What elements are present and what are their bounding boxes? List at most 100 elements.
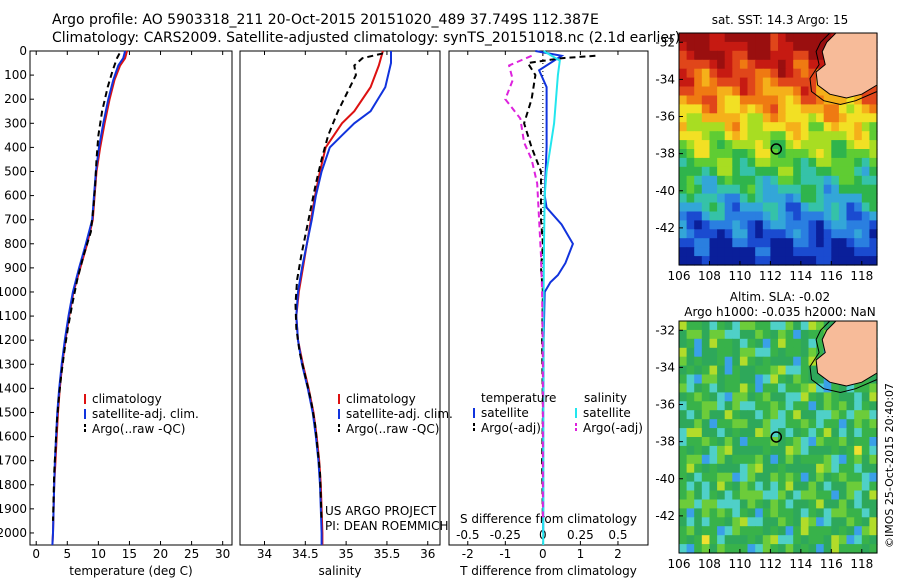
depth-tick-label: 1600 (0, 430, 27, 444)
map-cell (701, 383, 710, 393)
depth-tick-label: 1700 (0, 454, 27, 468)
map-cell (717, 535, 726, 545)
map-cell (808, 508, 817, 518)
map-cell (808, 499, 817, 509)
map-cell (846, 383, 855, 393)
map-cell (846, 463, 855, 474)
map-cell (755, 321, 764, 331)
sal-x-tick-label: 34.5 (292, 547, 319, 561)
map-cell (709, 157, 718, 168)
map-cell (709, 86, 718, 96)
map-cell (724, 220, 733, 230)
map-cell (800, 104, 809, 114)
map-cell (778, 472, 787, 483)
depth-tick-label: 1500 (0, 405, 27, 419)
map-cell (686, 50, 695, 61)
map-cell (785, 95, 794, 105)
map-cell (831, 490, 840, 500)
map-cell (778, 95, 787, 105)
map-cell (739, 140, 749, 150)
map-cell (770, 193, 779, 204)
map-cell (778, 256, 787, 266)
map-x-tick-label: 110 (728, 557, 751, 571)
sal-x-tick-label: 34 (257, 547, 272, 561)
map-cell (747, 490, 756, 500)
map-cell (770, 166, 779, 177)
depth-tick-label: 2000 (0, 526, 27, 540)
map-cell (755, 508, 764, 518)
map-cell (816, 499, 825, 509)
map-cell (800, 428, 809, 438)
map-cell (854, 437, 863, 447)
map-cell (785, 193, 794, 204)
diff-x-tick-label: 0 (539, 547, 547, 561)
map-x-tick-label: 114 (789, 557, 812, 571)
map-cell (724, 86, 733, 96)
map-cell (724, 140, 733, 150)
map-cell (800, 481, 809, 492)
map-cell (770, 445, 779, 456)
map-cell (739, 517, 749, 527)
map-cell (686, 140, 695, 150)
map-cell (785, 59, 794, 70)
map-cell (793, 175, 802, 186)
map-cell (778, 356, 787, 367)
map-cell (762, 175, 771, 186)
map-cell (701, 445, 710, 456)
map-cell (679, 321, 688, 331)
map-cell (755, 95, 764, 105)
map-cell (800, 256, 809, 266)
map-cell (701, 517, 710, 527)
map-cell (854, 401, 863, 411)
map-cell (747, 41, 756, 52)
map-cell (762, 508, 771, 518)
map-cell (717, 229, 726, 239)
map-cell (747, 77, 756, 88)
panel-frame-temperature (29, 50, 233, 546)
depth-tick-label: 1200 (0, 333, 27, 347)
map-cell (785, 33, 794, 43)
map-cell (816, 33, 825, 43)
map-cell (747, 365, 756, 376)
map-cell (762, 401, 771, 411)
map-cell (778, 428, 787, 438)
map-cell (747, 175, 756, 186)
map-y-tick-label: -38 (655, 435, 675, 449)
map-cell (808, 220, 817, 230)
map-cell (778, 50, 787, 61)
map-cell (869, 166, 878, 177)
map-cell (762, 140, 771, 150)
map-cell (793, 544, 802, 554)
map-cell (747, 526, 756, 536)
map-cell (709, 95, 718, 105)
map-cell (747, 86, 756, 96)
map-cell (869, 113, 878, 123)
map-cell (778, 247, 787, 257)
map-cell (785, 437, 794, 447)
map-cell (778, 535, 787, 545)
map-cell (724, 175, 733, 186)
map-cell (686, 508, 695, 518)
map-cell (816, 544, 825, 554)
map-cell (694, 535, 703, 545)
map-cell (694, 86, 703, 96)
map-cell (778, 77, 787, 88)
map-cell (778, 338, 787, 349)
temp-legend-label: Argo(..raw -QC) (92, 422, 185, 436)
map-cell (816, 175, 825, 186)
map-cell (747, 374, 756, 384)
map-cell (785, 508, 794, 518)
map-cell (861, 428, 870, 438)
map-cell (717, 383, 726, 393)
map-cell (739, 445, 749, 456)
map-cell (869, 149, 878, 159)
series-difference-3 (504, 54, 544, 521)
temp-legend-label: climatology (92, 392, 162, 406)
map-cell (686, 499, 695, 509)
map-cell (686, 238, 695, 248)
map-cell (861, 122, 870, 132)
map-cell (778, 229, 787, 239)
map-cell (869, 454, 878, 465)
diff-legend-sal-label: satellite (583, 406, 631, 420)
depth-tick-label: 300 (4, 116, 27, 130)
